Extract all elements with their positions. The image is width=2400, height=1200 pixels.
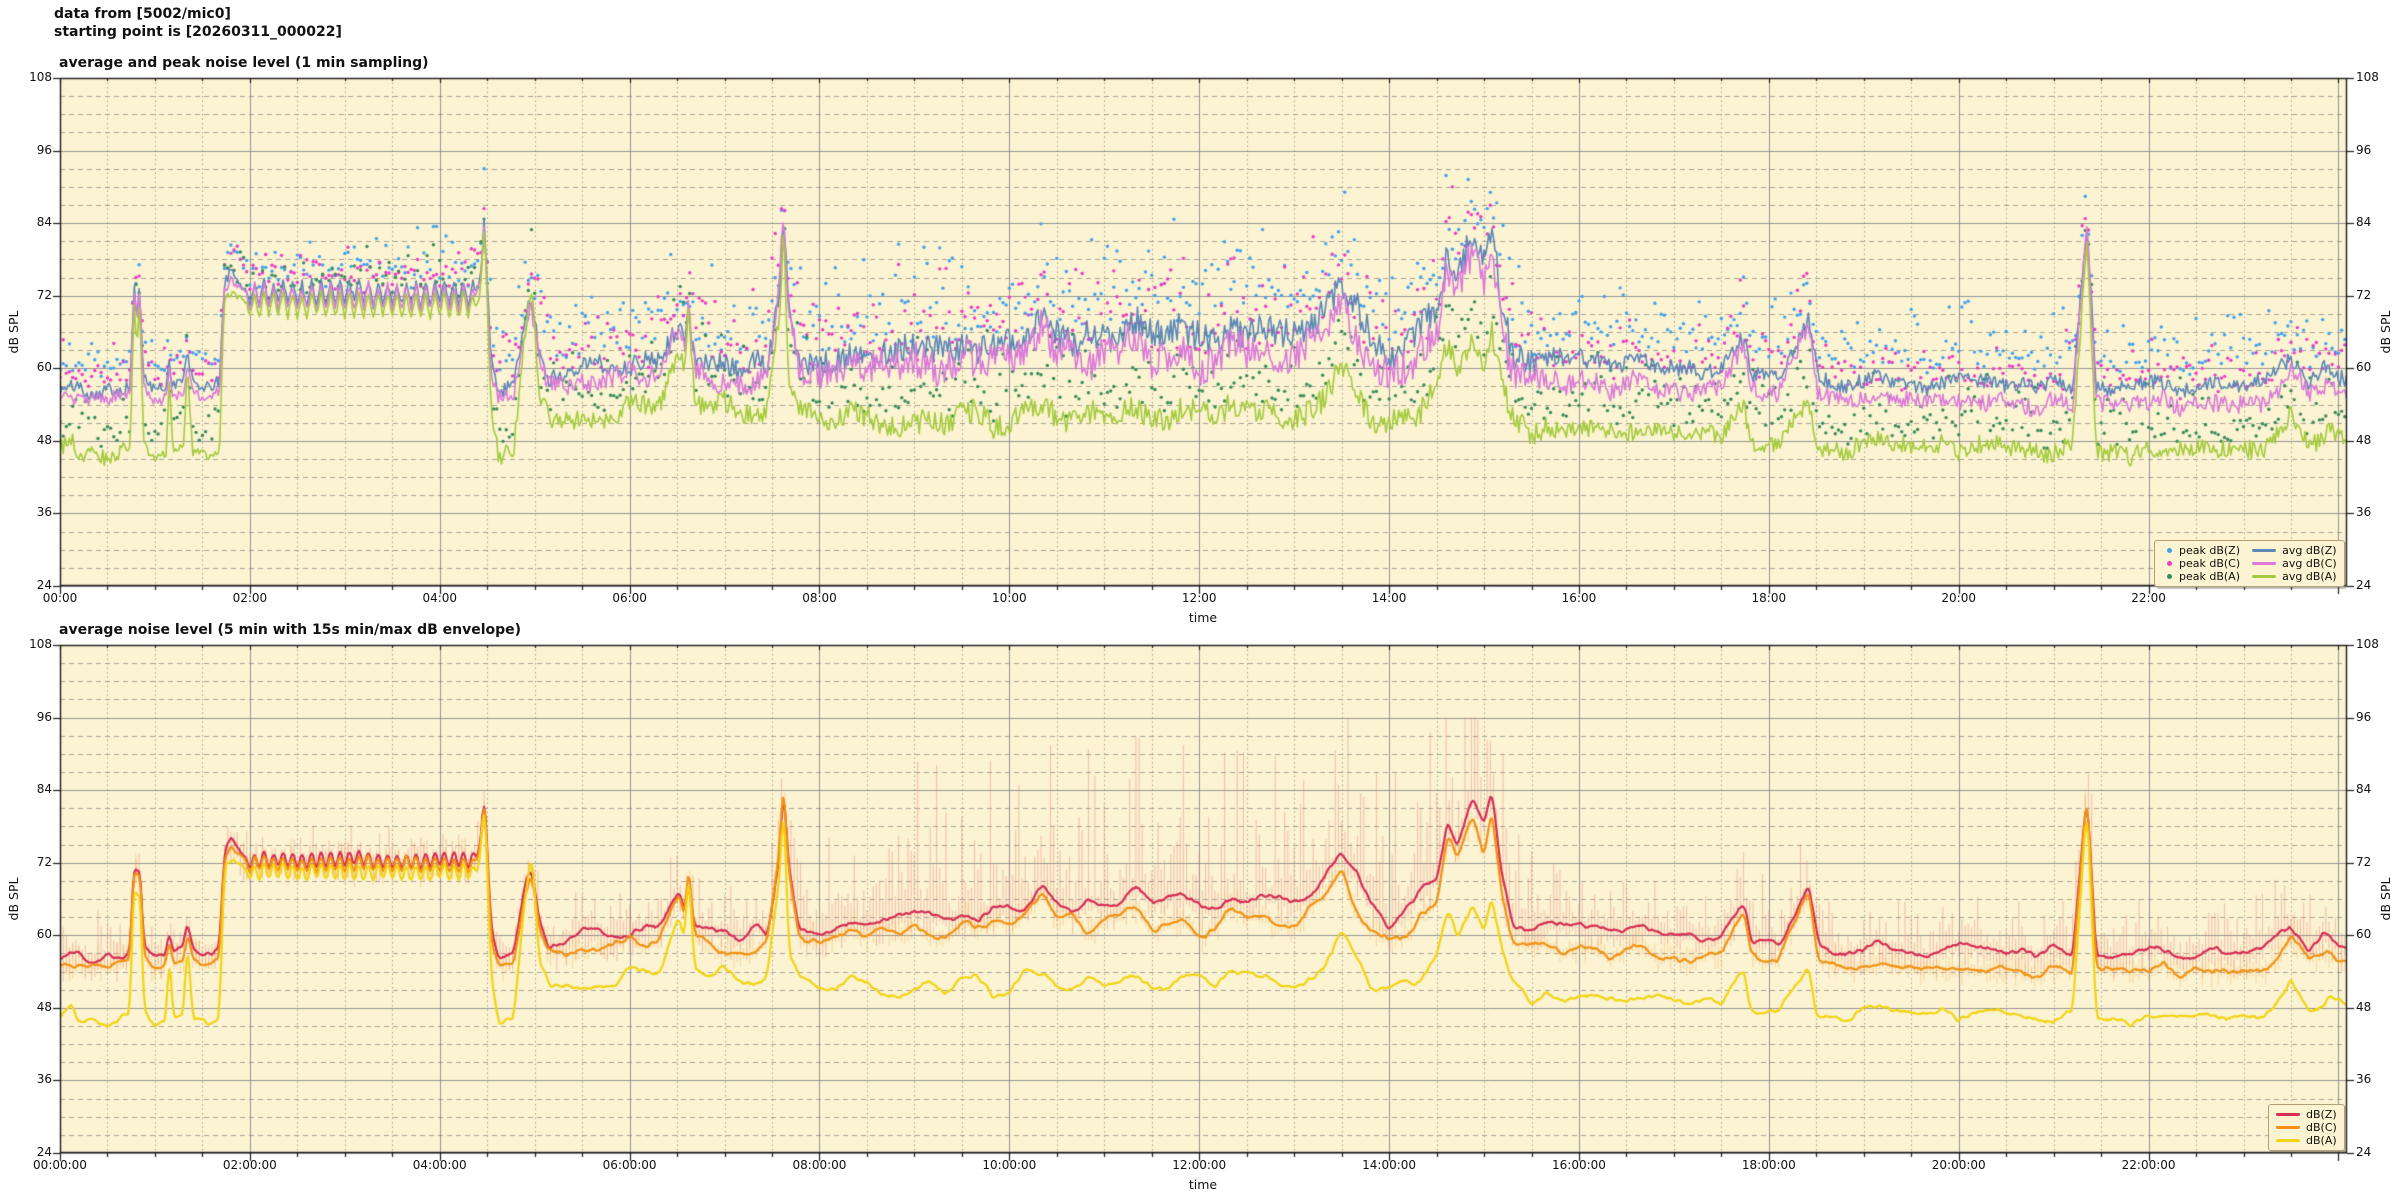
legend-label: avg dB(C) xyxy=(2282,557,2337,570)
legend-label: avg dB(Z) xyxy=(2282,544,2337,557)
x-tick-label: 16:00:00 xyxy=(1552,1158,1606,1172)
y-tick-label: 84 xyxy=(36,782,52,797)
legend-label: peak dB(C) xyxy=(2179,557,2241,570)
legend-entry: peak dB(C) xyxy=(2162,557,2240,570)
legend-entry: avg dB(A) xyxy=(2252,570,2337,583)
legend-column: avg dB(Z) avg dB(C) avg dB(A) xyxy=(2252,544,2337,583)
header: data from [5002/mic0] starting point is … xyxy=(54,5,342,41)
x-tick-label: 02:00:00 xyxy=(222,1158,277,1172)
y-tick-label: 48 xyxy=(2356,432,2372,447)
x-tick-label: 00:00 xyxy=(42,591,78,605)
y-tick-label: 84 xyxy=(36,215,52,230)
legend-label: avg dB(A) xyxy=(2282,570,2337,583)
x-tick-label: 08:00:00 xyxy=(792,1158,847,1172)
legend-line-marker xyxy=(2276,1139,2300,1142)
legend-column: peak dB(Z) peak dB(C) peak dB(A) xyxy=(2162,544,2240,583)
legend-entry: avg dB(C) xyxy=(2252,557,2337,570)
y-tick-label: 24 xyxy=(36,1145,52,1159)
legend-label: dB(C) xyxy=(2306,1121,2337,1134)
y-tick-label: 96 xyxy=(36,709,52,724)
y-tick-label: 24 xyxy=(36,578,52,592)
legend-label: dB(Z) xyxy=(2306,1108,2337,1121)
legend-entry: peak dB(A) xyxy=(2162,570,2240,583)
y-tick-label: 84 xyxy=(2356,782,2372,797)
y-tick-label: 84 xyxy=(2356,215,2372,230)
x-tick-label: 22:00:00 xyxy=(2121,1158,2176,1172)
legend-entry: dB(C) xyxy=(2276,1121,2337,1134)
x-tick-label: 22:00 xyxy=(2131,591,2166,605)
chart2-canvas xyxy=(44,629,2363,1169)
x-tick-label: 08:00 xyxy=(802,591,837,605)
x-tick-label: 04:00 xyxy=(422,591,458,605)
chart1-xlabel: time xyxy=(1188,610,1218,625)
legend-line-marker xyxy=(2252,575,2277,578)
x-tick-label: 02:00 xyxy=(232,591,268,605)
header-start-point: starting point is [20260311_000022] xyxy=(54,24,342,40)
y-tick-label: 36 xyxy=(36,1072,52,1087)
legend-line-marker xyxy=(2276,1113,2300,1116)
header-data-source: data from [5002/mic0] xyxy=(54,6,231,22)
y-tick-label: 96 xyxy=(2356,142,2372,157)
y-tick-label: 48 xyxy=(2356,999,2372,1014)
legend-label: dB(A) xyxy=(2306,1134,2337,1147)
y-tick-label: 72 xyxy=(2356,854,2372,869)
legend-entry: dB(Z) xyxy=(2276,1108,2337,1121)
y-tick-label: 108 xyxy=(2356,637,2379,651)
y-tick-label: 36 xyxy=(36,505,52,520)
legend-dot-marker xyxy=(2167,574,2172,579)
y-tick-label: 60 xyxy=(2356,360,2372,375)
x-tick-label: 04:00:00 xyxy=(412,1158,467,1172)
chart2-legend: dB(Z) dB(C) dB(A) xyxy=(2268,1104,2345,1151)
x-tick-label: 20:00:00 xyxy=(1931,1158,1986,1172)
legend-entry: avg dB(Z) xyxy=(2252,544,2337,557)
chart1-canvas xyxy=(44,62,2363,602)
legend-dot-marker xyxy=(2167,561,2172,566)
y-tick-label: 108 xyxy=(29,70,52,84)
y-tick-label: 36 xyxy=(2356,1072,2372,1087)
y-tick-label: 72 xyxy=(36,287,52,302)
y-tick-label: 60 xyxy=(36,360,52,375)
y-tick-label: 96 xyxy=(2356,709,2372,724)
x-tick-label: 10:00:00 xyxy=(982,1158,1037,1172)
y-tick-label: 48 xyxy=(36,999,52,1014)
x-tick-label: 00:00:00 xyxy=(33,1158,87,1172)
legend-line-marker xyxy=(2252,549,2277,552)
x-tick-label: 18:00 xyxy=(1751,591,1787,605)
legend-line-marker xyxy=(2252,562,2277,565)
x-tick-label: 18:00:00 xyxy=(1741,1158,1796,1172)
x-tick-label: 06:00 xyxy=(612,591,647,605)
y-tick-label: 60 xyxy=(2356,927,2372,942)
legend-entry: dB(A) xyxy=(2276,1134,2337,1147)
x-tick-label: 20:00 xyxy=(1941,591,1976,605)
x-tick-label: 14:00:00 xyxy=(1362,1158,1417,1172)
x-tick-label: 12:00 xyxy=(1181,591,1217,605)
legend-column: dB(Z) dB(C) dB(A) xyxy=(2276,1108,2337,1147)
y-tick-label: 24 xyxy=(2356,578,2372,592)
legend-label: peak dB(Z) xyxy=(2179,544,2241,557)
y-tick-label: 48 xyxy=(36,432,52,447)
x-tick-label: 10:00 xyxy=(992,591,1027,605)
x-tick-label: 06:00:00 xyxy=(602,1158,657,1172)
x-tick-label: 14:00 xyxy=(1371,591,1407,605)
y-tick-label: 108 xyxy=(2356,70,2379,84)
y-tick-label: 36 xyxy=(2356,505,2372,520)
y-tick-label: 24 xyxy=(2356,1145,2372,1159)
chart1-legend: peak dB(Z) peak dB(C) peak dB(A) avg dB(Z) a… xyxy=(2154,540,2345,587)
y-tick-label: 108 xyxy=(29,637,52,651)
y-tick-label: 72 xyxy=(36,854,52,869)
y-tick-label: 72 xyxy=(2356,287,2372,302)
x-tick-label: 12:00:00 xyxy=(1172,1158,1227,1172)
y-tick-label: 60 xyxy=(36,927,52,942)
x-tick-label: 16:00 xyxy=(1561,591,1597,605)
legend-label: peak dB(A) xyxy=(2179,570,2240,583)
chart2-xlabel: time xyxy=(1188,1177,1218,1192)
legend-entry: peak dB(Z) xyxy=(2162,544,2240,557)
legend-dot-marker xyxy=(2167,548,2172,553)
legend-line-marker xyxy=(2276,1126,2300,1129)
y-tick-label: 96 xyxy=(36,142,52,157)
